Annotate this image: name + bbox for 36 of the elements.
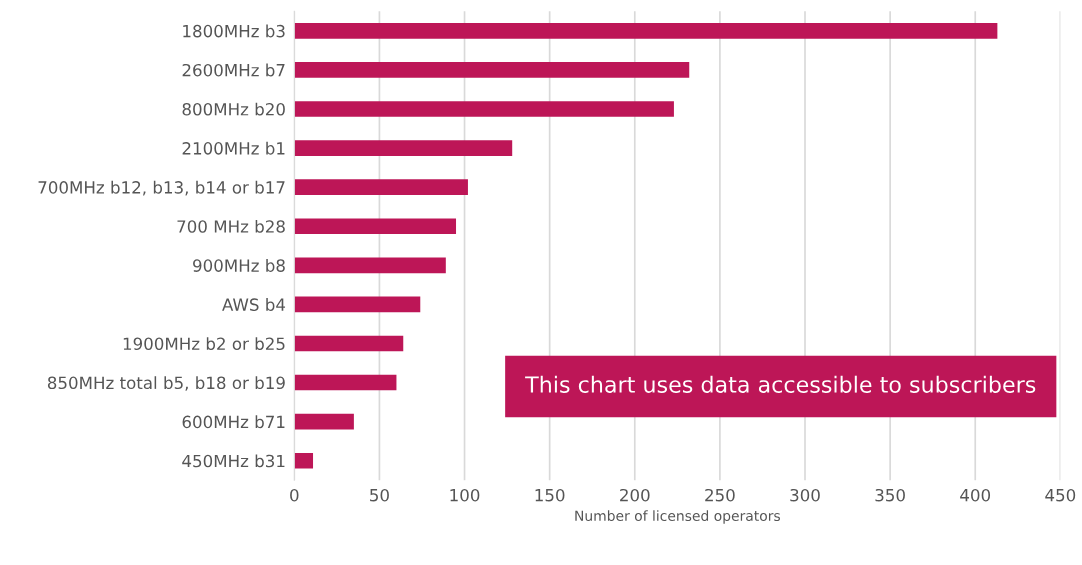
x-tick-label: 350 [875, 488, 905, 502]
bar [294, 413, 354, 430]
x-tick-label: 150 [535, 488, 565, 502]
y-tick-label: 2100MHz b1 [182, 141, 285, 155]
x-tick-label: 200 [620, 488, 650, 502]
x-tick-label: 450 [1045, 488, 1076, 502]
bar [294, 101, 674, 117]
y-tick-label: 1800MHz b3 [183, 24, 285, 38]
y-tick-label: 600MHz b71 [182, 415, 285, 429]
bar [294, 218, 457, 235]
y-tick-label: 700MHz b12, b13, b14 or b17 [38, 180, 285, 196]
annotation: This chart uses data accessible to subscribers [525, 375, 1036, 393]
y-tick-label: 1900MHz b2 or b25 [123, 337, 285, 351]
x-tick-label: 100 [450, 488, 480, 502]
bar [294, 374, 397, 391]
bar [294, 257, 446, 274]
bar [294, 335, 404, 352]
x-tick-label: 400 [960, 488, 991, 502]
y-tick-label: 450MHz b31 [182, 454, 285, 468]
x-tick-label: 300 [790, 488, 820, 502]
y-tick-label: 700 MHz b28 [177, 219, 285, 233]
bar [294, 296, 421, 313]
y-tick-label: 850MHz total b5, b18 or b19 [47, 376, 285, 391]
bar [294, 62, 690, 78]
bar [294, 140, 513, 156]
x-axis-title: Number of licensed operators [575, 510, 780, 524]
x-tick-label: 250 [705, 488, 735, 502]
bar [294, 452, 314, 469]
x-tick-label: 50 [370, 488, 389, 502]
y-tick-label: AWS b4 [222, 298, 286, 311]
y-tick-label: 2600MHz b7 [182, 63, 285, 77]
y-tick-label: 900MHz b8 [193, 258, 285, 272]
x-tick-label: 0 [290, 488, 299, 502]
bar [294, 23, 998, 39]
bar [294, 179, 468, 195]
y-tick-label: 800MHz b20 [182, 102, 285, 116]
